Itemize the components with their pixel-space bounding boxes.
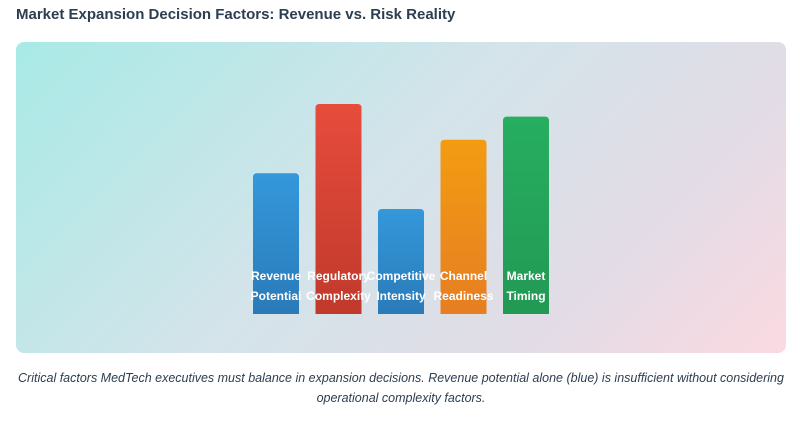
bar-label-2: Competitive Intensity: [367, 269, 436, 303]
bar-0: [253, 173, 299, 314]
bar-1: [315, 104, 362, 314]
bar-label-4: Market Timing: [506, 269, 545, 303]
bar-label-0: Revenue Potential: [251, 269, 302, 303]
bar-4: [503, 116, 549, 314]
bar-label-3: Channel Readiness: [433, 269, 493, 303]
chart-caption: Critical factors MedTech executives must…: [18, 371, 784, 405]
page-title: Market Expansion Decision Factors: Reven…: [16, 6, 456, 23]
bars-layer: [253, 104, 549, 314]
bar-2: [378, 209, 424, 314]
bar-label-1: Regulatory Complexity: [306, 269, 371, 303]
chart-panel: Revenue Potential Regulatory Complexity Comp…: [16, 42, 786, 353]
bar-3: [440, 139, 487, 314]
